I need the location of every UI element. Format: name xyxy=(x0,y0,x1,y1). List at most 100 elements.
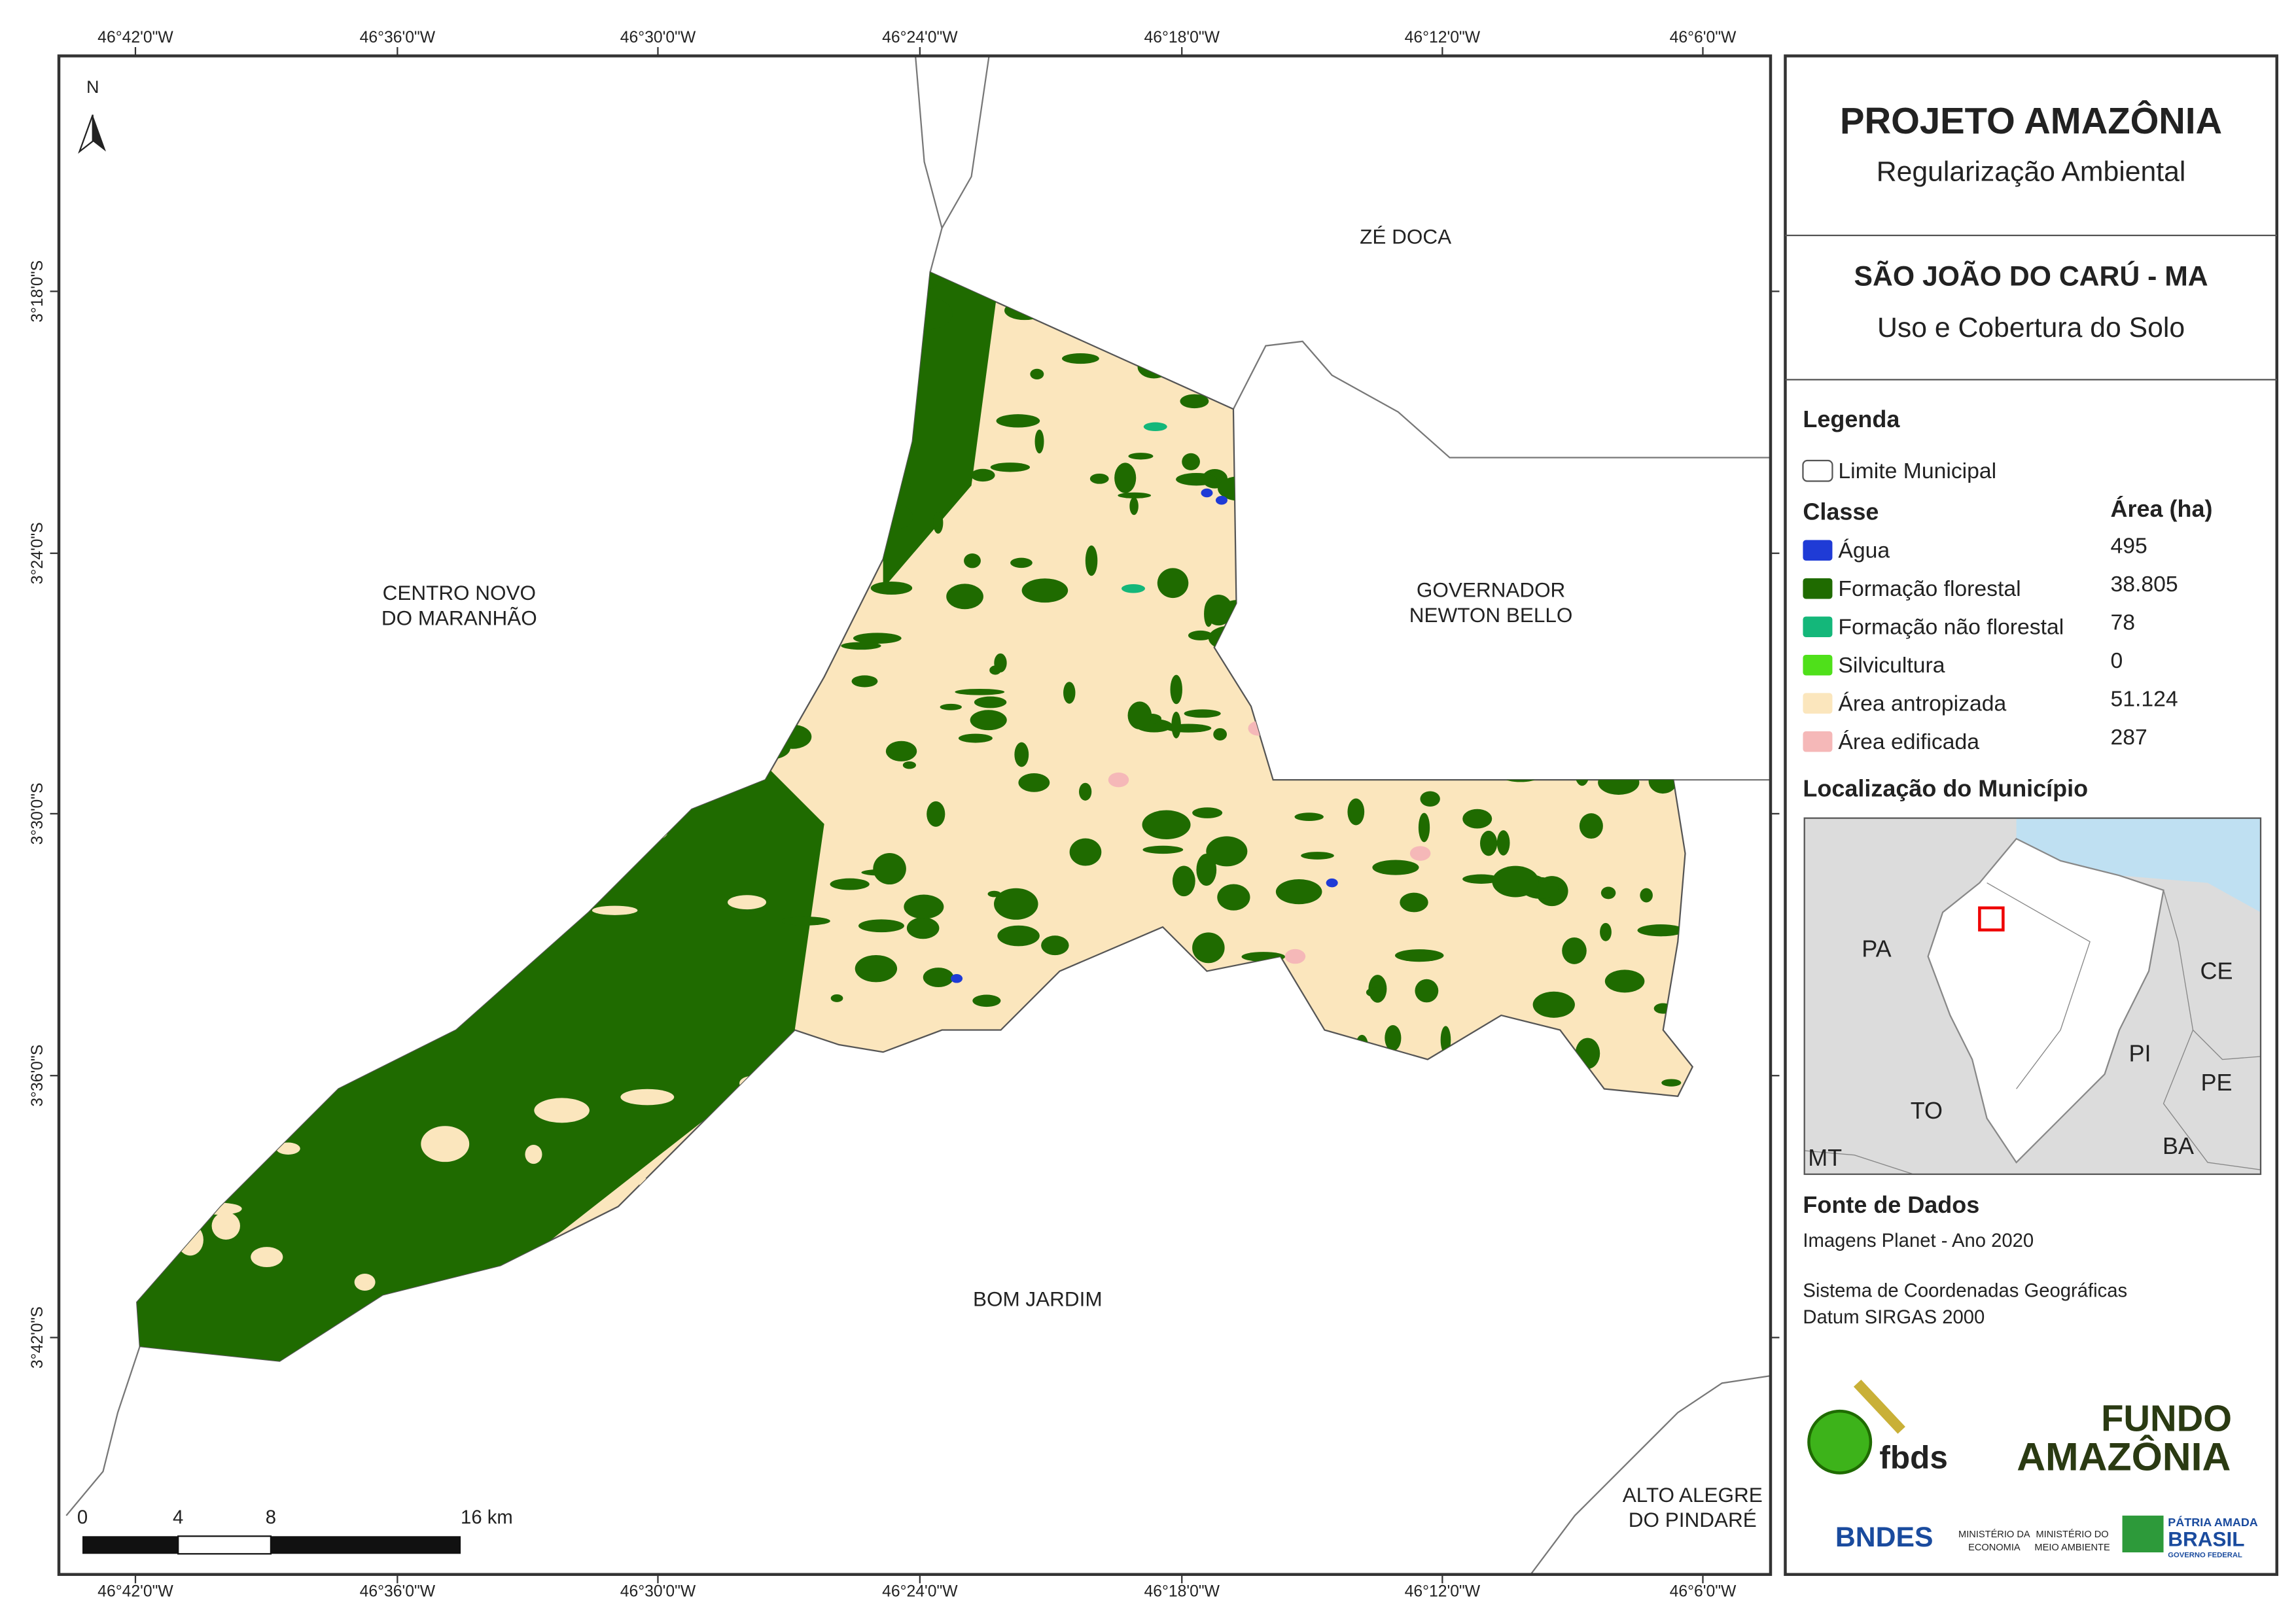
forest-patch xyxy=(946,584,983,610)
forest-patch xyxy=(841,642,881,650)
forest-patch xyxy=(1129,497,1139,515)
anthropic-patch xyxy=(421,1126,470,1162)
logo-fundo: FUNDO xyxy=(2101,1398,2232,1439)
forest-patch xyxy=(1079,782,1092,801)
lat-label: 3°30'0"S xyxy=(29,782,46,845)
legend-area: 287 xyxy=(2111,725,2147,750)
legend-area: 51.124 xyxy=(2111,687,2178,712)
legend-swatch xyxy=(1803,731,1833,752)
forest-patch xyxy=(1021,578,1069,603)
forest-patch xyxy=(1532,991,1575,1018)
inset-ocean xyxy=(2016,818,2261,913)
forest-patch xyxy=(1018,773,1050,792)
neighbor-name: CENTRO NOVO xyxy=(383,581,536,604)
legend-class: Formação não florestal xyxy=(1838,614,2064,639)
forest-patch xyxy=(1366,987,1385,998)
forest-patch xyxy=(987,890,1001,898)
forest-patch xyxy=(997,925,1040,947)
forest-patch xyxy=(902,761,916,769)
forest-patch xyxy=(1415,979,1439,1003)
forest-patch xyxy=(964,553,981,568)
neighbor-name: ALTO ALEGRE xyxy=(1623,1483,1763,1507)
scale-segment xyxy=(177,1535,272,1555)
forest-patch xyxy=(1579,813,1603,839)
forest-patch xyxy=(1192,807,1223,818)
lon-label-top: 46°12'0"W xyxy=(1405,29,1481,46)
north-label: N xyxy=(86,77,99,97)
legend-class: Formação florestal xyxy=(1838,576,2021,601)
inset-maranhao xyxy=(1927,837,2164,1164)
scale-label: 4 xyxy=(173,1507,183,1528)
legend-class: Área edificada xyxy=(1838,729,1979,754)
forest-patch xyxy=(1600,886,1616,899)
state-label: PI xyxy=(2129,1039,2151,1066)
forest-patch xyxy=(974,696,1007,708)
lon-label-bottom: 46°30'0"W xyxy=(620,1582,696,1600)
source-line: Sistema de Coordenadas Geográficas xyxy=(1803,1281,2127,1302)
forest-patch xyxy=(958,733,993,743)
forest-patch xyxy=(1462,874,1500,884)
lon-label-top: 46°30'0"W xyxy=(620,29,696,46)
forest-patch xyxy=(1170,674,1182,705)
forest-patch xyxy=(1372,860,1419,875)
panel-title: PROJETO AMAZÔNIA xyxy=(1840,100,2222,141)
state-label: TO xyxy=(1911,1097,1943,1124)
forest-patch xyxy=(1069,838,1102,866)
anthropic-patch xyxy=(525,1144,542,1164)
forest-patch xyxy=(830,994,843,1002)
state-label: PE xyxy=(2201,1069,2233,1096)
location-title: Localização do Município xyxy=(1803,775,2088,801)
anthropic-patch xyxy=(592,905,638,915)
legend-swatch xyxy=(1803,540,1833,561)
neighbor-name: DO MARANHÃO xyxy=(381,606,537,629)
forest-patch xyxy=(1196,853,1217,886)
forest-patch xyxy=(851,675,878,688)
municipality-name: SÃO JOÃO DO CARÚ - MA xyxy=(1854,260,2208,292)
boundary xyxy=(914,56,943,273)
anthropic-patch xyxy=(354,1273,376,1291)
forest-patch xyxy=(972,994,1001,1007)
forest-patch xyxy=(1063,682,1076,704)
forest-patch xyxy=(970,468,995,482)
forest-patch xyxy=(940,703,962,710)
anthropic-patch xyxy=(620,1089,675,1106)
location-inset xyxy=(1804,818,2261,1174)
lon-label-top: 46°42'0"W xyxy=(97,29,173,46)
forest-patch xyxy=(994,888,1038,920)
logo-economia: MINISTÉRIO DA xyxy=(1958,1529,2030,1540)
scale-segment xyxy=(270,1536,461,1554)
lat-label: 3°24'0"S xyxy=(29,522,46,584)
state-label: CE xyxy=(2200,957,2233,984)
legend-swatch xyxy=(1803,578,1833,599)
forest-patch xyxy=(970,710,1007,731)
nonforest-patch xyxy=(1143,422,1167,432)
lon-label-bottom: 46°24'0"W xyxy=(882,1582,958,1600)
state-label: BA xyxy=(2163,1132,2194,1159)
scale-bar xyxy=(82,1535,461,1555)
legend-class-header: Classe xyxy=(1803,498,1879,525)
forest-patch xyxy=(1128,453,1154,460)
forest-patch xyxy=(1394,949,1444,962)
municipal-borders xyxy=(1987,882,2091,1089)
panel-subtitle: Regularização Ambiental xyxy=(1877,156,2186,188)
forest-patch xyxy=(1640,888,1653,903)
forest-patch xyxy=(1496,830,1510,856)
logo-economia: ECONOMIA xyxy=(1968,1543,2021,1553)
urban-patch xyxy=(1284,949,1306,964)
fbds-mark xyxy=(1853,1379,1905,1434)
forest-patch xyxy=(989,665,1001,675)
forest-patch xyxy=(996,414,1040,428)
map-frame xyxy=(57,54,1773,1577)
forest-patch xyxy=(1480,830,1498,856)
forest-patch xyxy=(1089,473,1109,484)
forest-patch xyxy=(1127,701,1152,729)
forest-patch xyxy=(990,462,1031,472)
state-label: MT xyxy=(1808,1144,1842,1171)
legend-area-header: Área (ha) xyxy=(2111,495,2213,522)
legend-class: Silvicultura xyxy=(1838,653,1945,678)
forest-patch xyxy=(927,801,945,827)
anthropic-patch xyxy=(276,1142,300,1155)
forest-patch xyxy=(1420,791,1440,807)
forest-patch xyxy=(1188,630,1213,640)
scale-label: 8 xyxy=(266,1507,276,1528)
